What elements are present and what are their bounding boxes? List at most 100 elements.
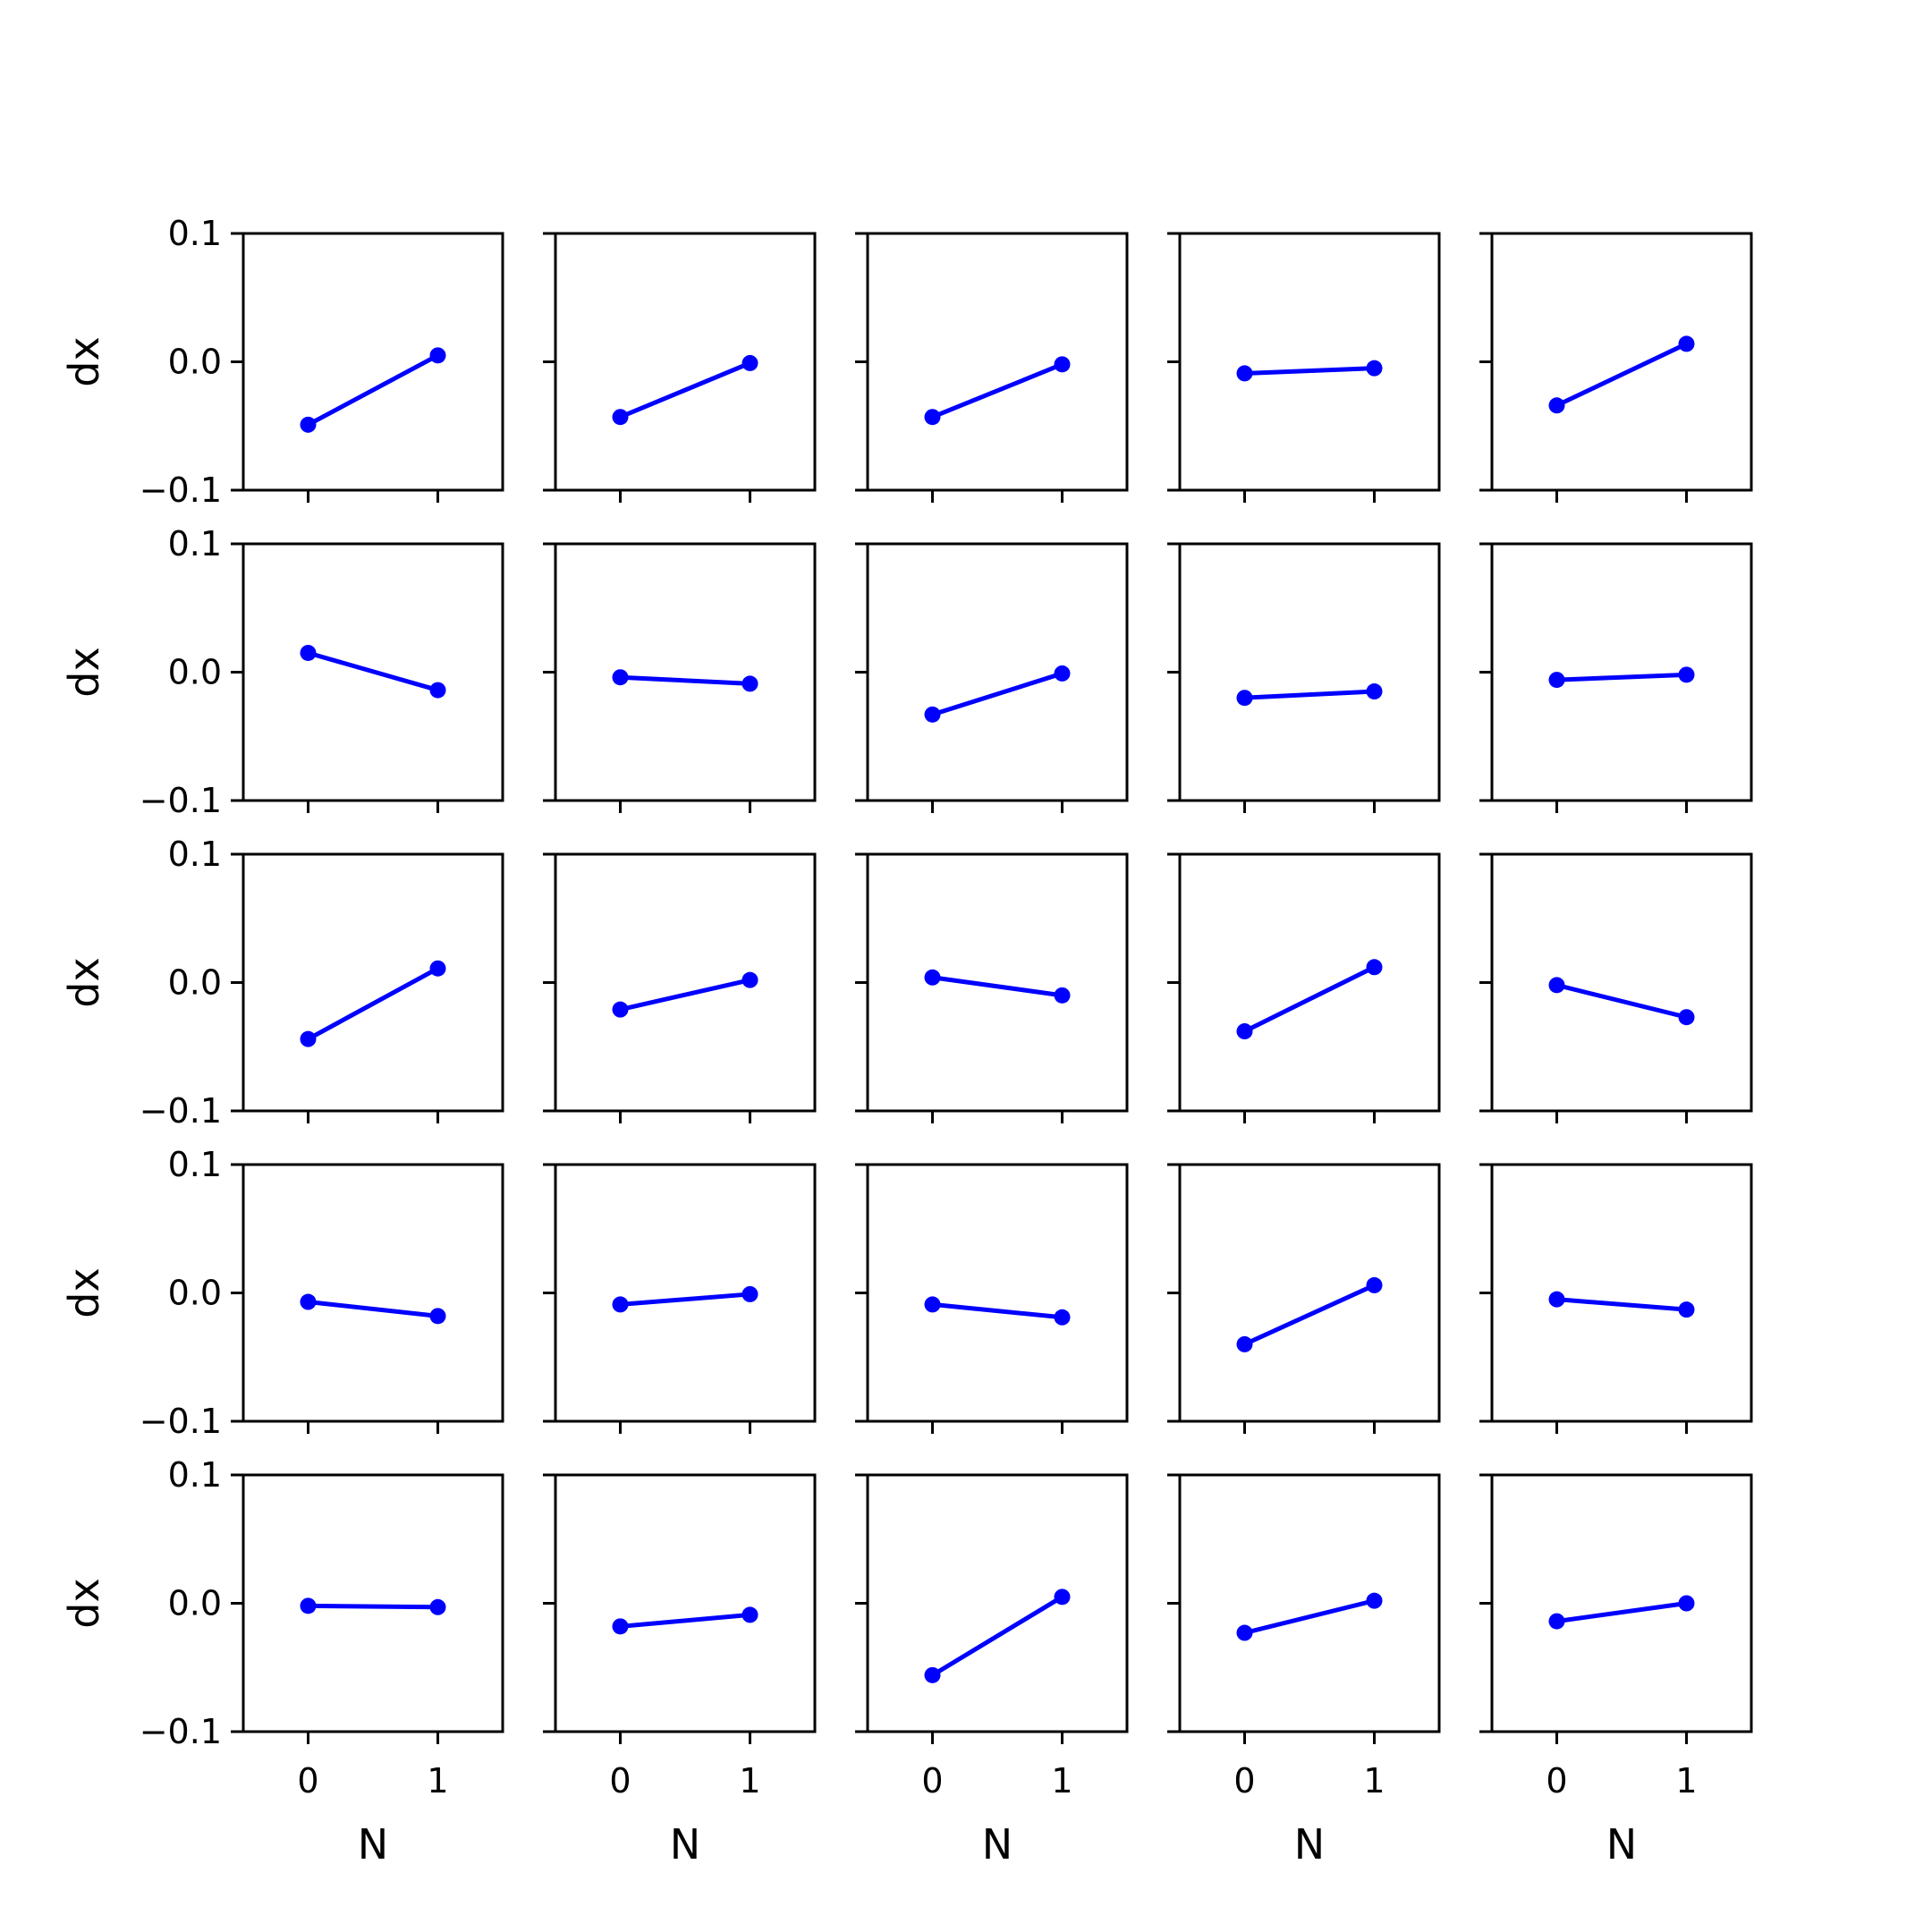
series-line xyxy=(930,361,1064,419)
subplot-r5-c1: −0.1 0.0 0.1 0 1 dx N xyxy=(60,1455,504,1868)
y-axis-label: dx xyxy=(60,957,108,1007)
y-tick-label: 0.0 xyxy=(168,653,222,692)
data-point-n0 xyxy=(924,706,941,723)
axes-frame xyxy=(866,232,1129,492)
axes-frame xyxy=(866,542,1129,802)
data-point-n0 xyxy=(924,409,941,426)
axes-frame xyxy=(242,852,504,1113)
subplot-r2-c3 xyxy=(855,542,1129,813)
subplot-r2-c4 xyxy=(1167,542,1441,813)
data-point-n0 xyxy=(1236,365,1253,382)
axes-frame xyxy=(554,852,817,1113)
series-line xyxy=(1555,672,1689,682)
data-point-n1 xyxy=(741,1285,758,1302)
axes-frame xyxy=(1178,1163,1441,1423)
x-tick-label: 0 xyxy=(297,1761,318,1801)
axes-frame xyxy=(242,232,504,492)
series-line xyxy=(618,360,752,419)
data-point-n0 xyxy=(612,669,629,686)
subplot-r4-c3 xyxy=(855,1163,1129,1434)
x-tick-label: 0 xyxy=(609,1761,631,1801)
series-line xyxy=(618,1612,752,1629)
y-tick-label: 0.1 xyxy=(168,214,222,253)
x-tick-label: 0 xyxy=(1233,1761,1255,1801)
data-point-n0 xyxy=(924,1666,941,1683)
data-point-n0 xyxy=(300,1293,317,1310)
axes-frame xyxy=(1490,542,1753,802)
series-line xyxy=(1555,1601,1689,1624)
subplot-r1-c4 xyxy=(1167,232,1441,503)
axes-frame xyxy=(554,542,817,802)
x-axis-label: N xyxy=(670,1820,700,1868)
series-line xyxy=(306,966,440,1042)
y-tick-label: −0.1 xyxy=(140,781,222,820)
axes-frame xyxy=(1490,232,1753,492)
y-tick-label: 0.0 xyxy=(168,343,222,382)
y-tick-label: −0.1 xyxy=(140,1402,222,1441)
subplot-r5-c3: 0 1N xyxy=(855,1473,1129,1868)
data-point-n0 xyxy=(300,1597,317,1614)
y-tick-label: 0.1 xyxy=(168,1145,222,1184)
subplot-r4-c4 xyxy=(1167,1163,1441,1434)
subplot-r1-c2 xyxy=(543,232,817,503)
data-point-n0 xyxy=(612,1618,629,1635)
data-point-n1 xyxy=(1054,1309,1071,1326)
data-point-n1 xyxy=(1366,1592,1383,1609)
data-point-n0 xyxy=(1236,690,1253,707)
x-axis-label: N xyxy=(982,1820,1013,1868)
subplot-r3-c4 xyxy=(1167,852,1441,1123)
x-tick-label: 0 xyxy=(921,1761,943,1801)
y-axis-label: dx xyxy=(60,1267,108,1318)
subplot-r4-c1: −0.1 0.0 0.1 dx xyxy=(60,1145,504,1441)
subplot-r5-c4: 0 1N xyxy=(1167,1473,1441,1868)
series-line xyxy=(618,978,752,1013)
series-line xyxy=(1555,341,1689,408)
data-point-n1 xyxy=(429,682,446,699)
subplot-r2-c1: −0.1 0.0 0.1 dx xyxy=(60,524,504,820)
subplot-r5-c5: 0 1N xyxy=(1479,1473,1753,1868)
data-point-n0 xyxy=(300,1030,317,1047)
x-tick-label: 1 xyxy=(739,1761,760,1801)
data-point-n1 xyxy=(1054,1589,1071,1606)
data-point-n0 xyxy=(924,1296,941,1313)
subplot-r4-c2 xyxy=(543,1163,817,1434)
subplot-r3-c1: −0.1 0.0 0.1 dx xyxy=(60,835,504,1131)
data-point-n1 xyxy=(429,1598,446,1615)
data-point-n1 xyxy=(1678,335,1695,352)
x-tick-label: 1 xyxy=(427,1761,448,1801)
data-point-n1 xyxy=(1366,360,1383,377)
data-point-n0 xyxy=(1548,977,1565,994)
axes-frame xyxy=(1178,232,1441,492)
subplot-r3-c2 xyxy=(543,852,817,1123)
series-line xyxy=(930,975,1064,998)
data-point-n1 xyxy=(741,354,758,371)
y-tick-label: 0.0 xyxy=(168,963,222,1003)
data-point-n0 xyxy=(1548,672,1565,689)
axes-frame xyxy=(554,1163,817,1423)
y-tick-label: 0.1 xyxy=(168,835,222,874)
data-point-n1 xyxy=(741,971,758,988)
data-point-n1 xyxy=(429,1308,446,1325)
series-line xyxy=(1242,964,1377,1034)
subplot-r5-c2: 0 1N xyxy=(543,1473,817,1868)
series-line xyxy=(1242,689,1377,700)
data-point-n1 xyxy=(1678,1009,1695,1026)
subplot-r2-c2 xyxy=(543,542,817,813)
data-point-n1 xyxy=(1054,987,1071,1004)
series-line xyxy=(930,1301,1064,1320)
data-point-n1 xyxy=(1366,1276,1383,1293)
series-line xyxy=(618,1292,752,1307)
series-line xyxy=(1242,1283,1377,1347)
y-axis-label: dx xyxy=(60,1578,108,1628)
series-line xyxy=(306,352,440,428)
axes-frame xyxy=(1178,1473,1441,1733)
x-axis-label: N xyxy=(1294,1820,1325,1868)
data-point-n0 xyxy=(612,1296,629,1313)
data-point-n0 xyxy=(1236,1624,1253,1641)
axes-frame xyxy=(1490,852,1753,1113)
series-line xyxy=(306,1300,440,1318)
data-point-n0 xyxy=(1548,1291,1565,1308)
y-tick-label: −0.1 xyxy=(140,1091,222,1131)
data-point-n1 xyxy=(741,675,758,692)
